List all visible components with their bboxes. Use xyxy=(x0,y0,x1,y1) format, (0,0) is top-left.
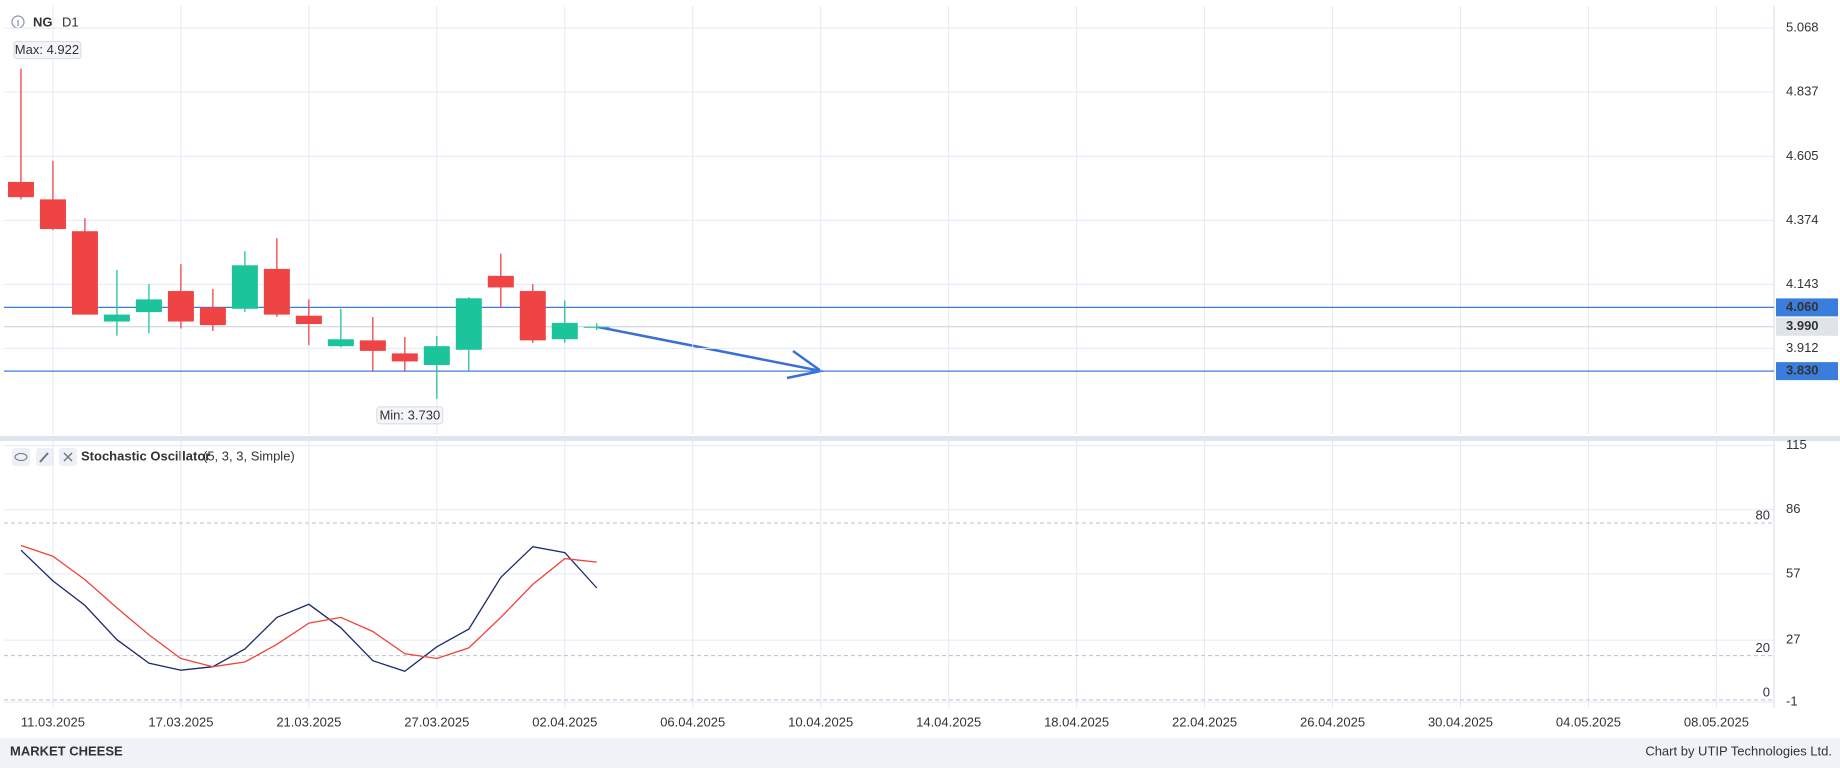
x-tick-label: 17.03.2025 xyxy=(148,714,213,729)
arrow-shaft xyxy=(597,325,822,373)
footer-bar xyxy=(0,738,1840,768)
level-label: 0 xyxy=(1763,684,1770,699)
candle-body xyxy=(167,291,194,322)
x-tick-label: 30.04.2025 xyxy=(1428,714,1493,729)
x-tick-label: 10.04.2025 xyxy=(788,714,853,729)
candle-body xyxy=(455,298,482,350)
candle-body xyxy=(487,275,514,288)
candle-body xyxy=(327,339,354,347)
y-tick-label: 4.837 xyxy=(1786,84,1819,99)
stochastic-line xyxy=(20,546,598,673)
candle-body xyxy=(135,299,162,313)
candle-body xyxy=(103,314,130,322)
y-tick-label: 86 xyxy=(1786,501,1800,516)
x-tick-label: 22.04.2025 xyxy=(1172,714,1237,729)
candle-body xyxy=(71,231,98,315)
y-tick-label: 4.143 xyxy=(1786,276,1819,291)
x-tick-label: 04.05.2025 xyxy=(1556,714,1621,729)
x-tick-label: 18.04.2025 xyxy=(1044,714,1109,729)
price-badge xyxy=(1776,298,1838,317)
candle-body xyxy=(391,353,418,362)
credit: Chart by UTIP Technologies Ltd. xyxy=(1645,743,1832,758)
candle-body xyxy=(7,181,34,198)
y-tick-label: 4.605 xyxy=(1786,148,1819,163)
max-label-box xyxy=(13,41,82,60)
x-tick-label: 26.04.2025 xyxy=(1300,714,1365,729)
candle-body xyxy=(39,199,66,230)
price-badge-label: 4.060 xyxy=(1786,299,1819,314)
candle-body xyxy=(231,265,258,309)
x-tick-label: 06.04.2025 xyxy=(660,714,725,729)
y-tick-label: 3.912 xyxy=(1786,340,1819,355)
price-badge xyxy=(1776,362,1838,381)
candle-body xyxy=(263,268,290,315)
x-tick-label: 02.04.2025 xyxy=(532,714,597,729)
min-label: Min: 3.730 xyxy=(379,407,440,422)
symbol: NG xyxy=(33,14,53,29)
current-price-badge xyxy=(1776,317,1838,336)
candle-body xyxy=(551,322,578,340)
x-tick-label: 11.03.2025 xyxy=(21,714,85,729)
eye-button[interactable] xyxy=(12,448,30,466)
candle-body xyxy=(423,346,450,366)
max-label: Max: 4.922 xyxy=(15,42,79,57)
pane-separator xyxy=(0,436,1840,441)
min-label-box xyxy=(376,406,444,425)
timeframe: D1 xyxy=(62,14,79,29)
y-tick-label: -1 xyxy=(1786,693,1798,708)
candle-body xyxy=(295,315,322,325)
candle-body xyxy=(519,291,546,341)
y-tick-label: 115 xyxy=(1786,437,1807,452)
x-tick-label: 08.05.2025 xyxy=(1684,714,1749,729)
indicator-params: (5, 3, 3, Simple) xyxy=(203,448,295,463)
close-icon xyxy=(63,452,73,462)
x-tick-label: 21.03.2025 xyxy=(276,714,341,729)
current-price-label: 3.990 xyxy=(1786,318,1819,333)
candle-body xyxy=(359,340,386,351)
indicator-title: Stochastic Oscillator xyxy=(81,448,210,463)
level-label: 20 xyxy=(1756,640,1770,655)
wrench-icon xyxy=(39,452,49,463)
y-tick-label: 27 xyxy=(1786,632,1800,647)
stochastic-line xyxy=(20,544,597,668)
y-tick-label: 57 xyxy=(1786,565,1800,580)
candle-body xyxy=(199,307,226,326)
y-tick-label: 5.068 xyxy=(1786,20,1819,35)
x-tick-label: 27.03.2025 xyxy=(404,714,469,729)
price-badge-label: 3.830 xyxy=(1786,363,1819,378)
eye-icon xyxy=(14,453,28,461)
candle-body xyxy=(583,326,610,328)
level-label: 80 xyxy=(1756,507,1770,522)
y-tick-label: 4.374 xyxy=(1786,212,1819,227)
x-tick-label: 14.04.2025 xyxy=(916,714,981,729)
logo[interactable]: MARKET CHEESE xyxy=(10,743,123,758)
